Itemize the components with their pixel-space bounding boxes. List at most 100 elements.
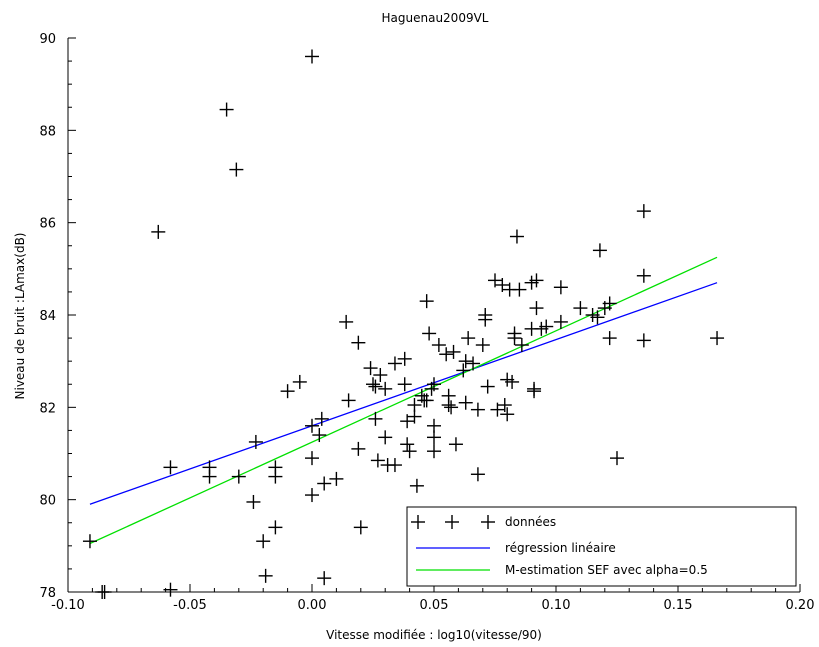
data-point <box>248 434 263 449</box>
data-point <box>305 488 319 503</box>
data-point <box>268 469 283 484</box>
data-point <box>636 333 651 348</box>
y-tick-label: 90 <box>39 32 56 47</box>
fit-lines <box>89 256 718 545</box>
data-point <box>402 444 417 459</box>
data-point <box>305 418 319 433</box>
legend-marker-donnees <box>411 515 495 529</box>
data-point <box>458 395 473 410</box>
x-tick-label: 0.00 <box>298 598 327 613</box>
data-point <box>444 400 459 415</box>
data-point <box>411 515 425 529</box>
data-point <box>461 331 476 346</box>
data-point <box>163 460 178 475</box>
data-point <box>539 319 554 334</box>
x-tick-label: 0.15 <box>664 598 693 613</box>
x-tick-label: -0.10 <box>51 598 85 613</box>
data-point <box>529 273 544 288</box>
data-point <box>329 471 344 486</box>
x-axis-title: Vitesse modifiée : log10(vitesse/90) <box>326 628 542 642</box>
data-point <box>256 534 271 549</box>
y-tick-label: 84 <box>39 309 56 324</box>
legend-box <box>406 506 797 587</box>
data-point <box>573 301 588 316</box>
x-tick-label: 0.10 <box>542 598 571 613</box>
data-point <box>351 335 366 350</box>
data-point <box>507 331 522 346</box>
data-point <box>202 469 217 484</box>
y-tick-label: 82 <box>39 401 56 416</box>
data-point <box>490 402 505 417</box>
data-point <box>590 310 605 325</box>
y-axis-title: Niveau de bruit :LAmax(dB) <box>13 233 27 400</box>
data-point <box>82 534 97 549</box>
data-point <box>280 384 295 399</box>
data-point <box>246 494 261 509</box>
data-point <box>400 414 415 429</box>
data-point <box>500 407 515 422</box>
data-point <box>373 368 388 383</box>
data-point <box>341 393 356 408</box>
data-point <box>602 296 617 311</box>
data-point <box>441 398 456 413</box>
data-point <box>488 273 502 288</box>
data-point <box>97 585 112 599</box>
data-point <box>610 451 624 466</box>
data-point <box>445 515 459 529</box>
fit-line <box>89 256 718 545</box>
data-point <box>470 467 485 482</box>
fit-line <box>89 282 718 505</box>
data-point <box>305 49 319 64</box>
data-point <box>397 351 412 366</box>
data-point <box>419 393 434 408</box>
data-point <box>317 571 332 586</box>
data-point <box>475 338 490 353</box>
data-point <box>229 162 244 177</box>
data-point <box>431 338 446 353</box>
data-point <box>636 204 651 219</box>
data-point <box>553 280 568 295</box>
data-point <box>317 476 332 491</box>
data-point <box>353 520 368 535</box>
data-point <box>312 428 327 443</box>
data-point <box>268 520 283 535</box>
legend-label-donnees: données <box>505 515 556 529</box>
data-point <box>387 356 402 371</box>
data-point <box>456 363 471 378</box>
data-point <box>527 384 542 399</box>
data-point <box>481 515 495 529</box>
data-point <box>509 229 524 244</box>
data-point <box>480 379 495 394</box>
x-tick-label: -0.05 <box>173 598 207 613</box>
data-point <box>163 582 178 597</box>
data-point <box>497 398 512 413</box>
data-point <box>258 568 273 583</box>
data-point <box>458 354 473 369</box>
data-point <box>422 326 437 341</box>
data-point <box>219 102 234 117</box>
data-point <box>419 294 434 309</box>
data-point <box>151 224 166 239</box>
data-point <box>553 314 568 329</box>
data-point <box>292 374 307 389</box>
data-point <box>378 381 393 396</box>
data-points <box>82 49 725 599</box>
data-point <box>427 430 441 445</box>
data-point <box>387 458 402 473</box>
data-point <box>512 282 527 297</box>
data-point <box>439 347 454 362</box>
data-point <box>400 437 415 452</box>
data-point <box>495 277 510 292</box>
x-tick-label: 0.05 <box>420 598 449 613</box>
x-tick-label: 0.20 <box>786 598 815 613</box>
legend-label-regression: régression linéaire <box>505 541 616 555</box>
data-point <box>466 356 481 371</box>
data-point <box>446 344 461 359</box>
data-point <box>529 301 544 316</box>
data-point <box>363 361 378 376</box>
data-point <box>448 437 463 452</box>
data-point <box>351 441 366 456</box>
data-point <box>505 374 520 389</box>
data-point <box>339 314 354 329</box>
